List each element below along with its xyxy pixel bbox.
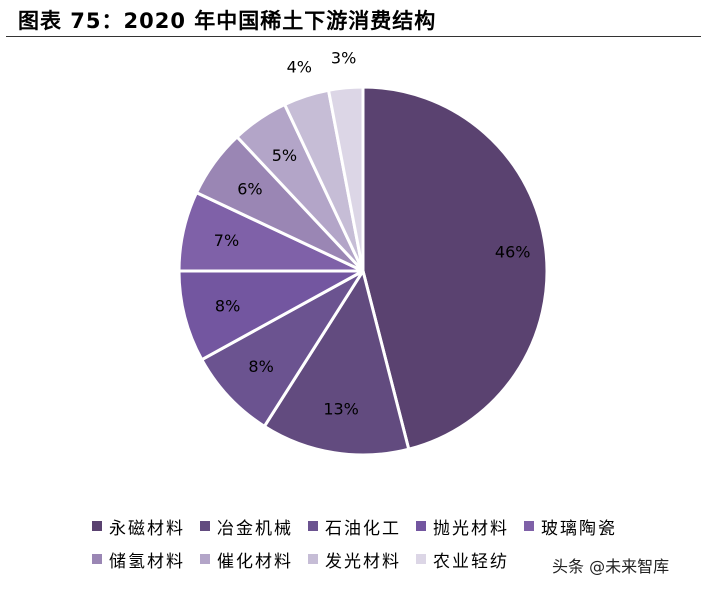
pie-data-label-3: 8%	[248, 357, 273, 376]
legend-item-6: 储氢材料	[92, 547, 185, 572]
legend-label-8: 发光材料	[325, 551, 401, 572]
legend-label-9: 农业轻纺	[433, 551, 509, 572]
pie-data-label-7: 5%	[272, 146, 297, 165]
pie-data-label-9: 3%	[331, 48, 356, 67]
legend-item-3: 石油化工	[308, 514, 401, 539]
legend-item-9: 农业轻纺	[416, 547, 509, 572]
legend-swatch-8	[308, 554, 318, 564]
legend-swatch-1	[92, 521, 102, 531]
pie-data-label-4: 8%	[215, 296, 240, 315]
legend-label-1: 永磁材料	[109, 518, 185, 539]
legend-label-5: 玻璃陶瓷	[541, 518, 617, 539]
legend-swatch-7	[200, 554, 210, 564]
pie-slice-2	[262, 269, 411, 457]
pie-slice-1	[361, 85, 549, 451]
legend-item-7: 催化材料	[200, 547, 293, 572]
legend-swatch-6	[92, 554, 102, 564]
title-divider	[6, 36, 701, 37]
pie-slice-4	[177, 269, 365, 362]
legend-row-2: 储氢材料 催化材料 发光材料 农业轻纺	[92, 547, 524, 572]
legend-item-5: 玻璃陶瓷	[524, 514, 617, 539]
pie-slice-3	[200, 269, 365, 428]
legend-label-4: 抛光材料	[433, 518, 509, 539]
pie-data-label-8: 4%	[287, 58, 312, 77]
legend-swatch-3	[308, 521, 318, 531]
legend-item-2: 冶金机械	[200, 514, 293, 539]
legend-label-2: 冶金机械	[217, 518, 293, 539]
watermark: 头条 @未来智库	[552, 557, 670, 576]
legend-label-7: 催化材料	[217, 551, 293, 572]
legend-swatch-5	[524, 521, 534, 531]
chart-title: 图表 75：2020 年中国稀土下游消费结构	[18, 9, 437, 33]
legend-item-1: 永磁材料	[92, 514, 185, 539]
legend-label-6: 储氢材料	[109, 551, 185, 572]
legend-swatch-4	[416, 521, 426, 531]
legend-label-3: 石油化工	[325, 518, 401, 539]
legend-row-1: 永磁材料 冶金机械 石油化工 抛光材料 玻璃陶瓷	[92, 514, 632, 539]
pie-chart: 46% 13% 8% 8% 7% 6% 5% 4% 3%	[177, 48, 549, 457]
legend-swatch-9	[416, 554, 426, 564]
legend-item-8: 发光材料	[308, 547, 401, 572]
pie-data-label-5: 7%	[214, 231, 239, 250]
pie-slice-9	[327, 85, 365, 273]
legend-item-4: 抛光材料	[416, 514, 509, 539]
pie-data-label-6: 6%	[237, 179, 262, 198]
pie-data-label-1: 46%	[495, 243, 531, 262]
legend-swatch-2	[200, 521, 210, 531]
pie-data-label-2: 13%	[323, 400, 359, 419]
